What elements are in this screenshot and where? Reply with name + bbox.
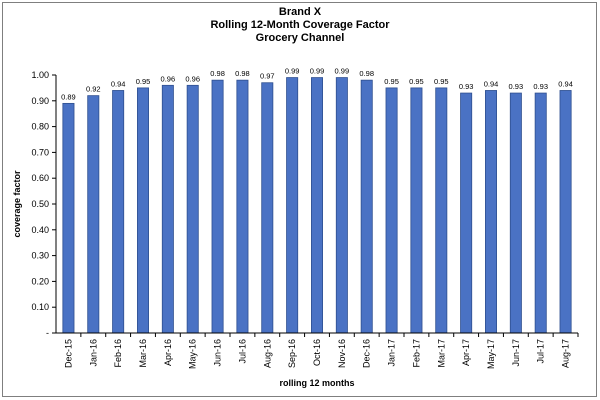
y-tick-label: 0.90: [31, 96, 49, 106]
bar-value-label: 0.99: [310, 67, 325, 76]
bar-value-label: 0.99: [335, 67, 350, 76]
x-tick-label: Jul-16: [237, 339, 247, 364]
y-axis-title: coverage factor: [12, 170, 22, 238]
x-tick-label: Apr-16: [163, 339, 173, 366]
x-tick-label: May-16: [188, 339, 198, 369]
x-tick-label: Aug-16: [262, 339, 272, 368]
x-tick-label: Sep-16: [287, 339, 297, 368]
bar: [137, 87, 150, 334]
bar: [62, 102, 75, 334]
bar: [286, 77, 299, 334]
bar: [385, 87, 398, 334]
bar-value-label: 0.97: [260, 72, 275, 81]
bar-value-label: 0.94: [111, 79, 126, 88]
y-tick-label: 0.10: [31, 302, 49, 312]
bar: [435, 87, 448, 334]
bar: [161, 84, 174, 334]
bar-value-label: 0.95: [434, 77, 449, 86]
y-tick-label: 0.60: [31, 173, 49, 183]
y-tick-label: 0.40: [31, 225, 49, 235]
chart-titles: Brand X Rolling 12-Month Coverage Factor…: [0, 6, 600, 45]
bar: [410, 87, 423, 334]
bar: [186, 84, 199, 334]
y-tick-label: 1.00: [31, 70, 49, 80]
bar: [534, 92, 547, 334]
x-tick-label: Nov-16: [337, 339, 347, 368]
bar-value-label: 0.99: [285, 67, 300, 76]
bar-value-label: 0.98: [235, 69, 250, 78]
bar: [211, 79, 224, 334]
chart-subtitle-1: Rolling 12-Month Coverage Factor: [210, 19, 390, 31]
bar: [460, 92, 473, 334]
bar-value-label: 0.98: [359, 69, 374, 78]
x-tick-label: Mar-17: [436, 339, 446, 368]
bar-value-label: 0.95: [409, 77, 424, 86]
x-axis-title: rolling 12 months: [279, 378, 354, 388]
bar: [236, 79, 249, 334]
bar-value-label: 0.93: [533, 82, 548, 91]
bar-value-label: 0.95: [384, 77, 399, 86]
bar-value-label: 0.98: [210, 69, 225, 78]
x-tick-label: May-17: [486, 339, 496, 369]
x-tick-label: Dec-16: [362, 339, 372, 368]
chart-frame: [2, 2, 597, 397]
y-tick-label: 0.30: [31, 251, 49, 261]
bar-value-label: 0.96: [161, 74, 176, 83]
x-tick-label: Jan-17: [387, 339, 397, 367]
x-tick-label: Apr-17: [461, 339, 471, 366]
bar: [311, 77, 324, 334]
x-tick-label: Mar-16: [138, 339, 148, 368]
x-tick-label: Oct-16: [312, 339, 322, 366]
bar-value-label: 0.92: [86, 85, 101, 94]
x-tick-label: Jun-16: [213, 339, 223, 367]
x-tick-label: Feb-16: [113, 339, 123, 368]
bar-value-label: 0.93: [459, 82, 474, 91]
bar: [261, 82, 274, 334]
bar: [509, 92, 522, 334]
x-tick-label: Jul-17: [536, 339, 546, 364]
bar-value-label: 0.95: [136, 77, 151, 86]
x-tick-label: Jun-17: [511, 339, 521, 367]
y-tick-label: 0.50: [31, 199, 49, 209]
bar: [112, 90, 125, 334]
chart-title: Brand X: [278, 6, 322, 18]
y-tick-label: -: [46, 328, 49, 338]
bar: [559, 90, 572, 334]
bar-value-label: 0.93: [509, 82, 524, 91]
x-tick-label: Feb-17: [411, 339, 421, 368]
bars: 0.89 0.92 0.94 0.95 0.96 0.96 0.98 0.98 0.97 0.99…: [61, 67, 573, 334]
bar-value-label: 0.89: [61, 92, 76, 101]
bar: [360, 79, 373, 334]
y-tick-label: 0.20: [31, 276, 49, 286]
y-axis: - 0.10 0.20 0.30 0.40 0.50 0.60 0.70 0.80 0.90 1.0…: [31, 70, 57, 338]
x-tick-label: Dec-15: [63, 339, 73, 368]
bar-value-label: 0.96: [185, 74, 200, 83]
y-tick-label: 0.80: [31, 122, 49, 132]
x-tick-label: Jan-16: [88, 339, 98, 367]
bar-value-label: 0.94: [484, 79, 499, 88]
bar: [485, 90, 498, 334]
chart-subtitle-2: Grocery Channel: [255, 32, 345, 44]
x-axis: Dec-15 Jan-16 Feb-16 Mar-16 Apr-16 May-16 Jun-…: [56, 332, 579, 369]
bar-value-label: 0.94: [558, 79, 573, 88]
bar: [335, 77, 348, 334]
bar: [87, 95, 100, 334]
x-tick-label: Aug-17: [561, 339, 571, 368]
y-tick-label: 0.70: [31, 147, 49, 157]
